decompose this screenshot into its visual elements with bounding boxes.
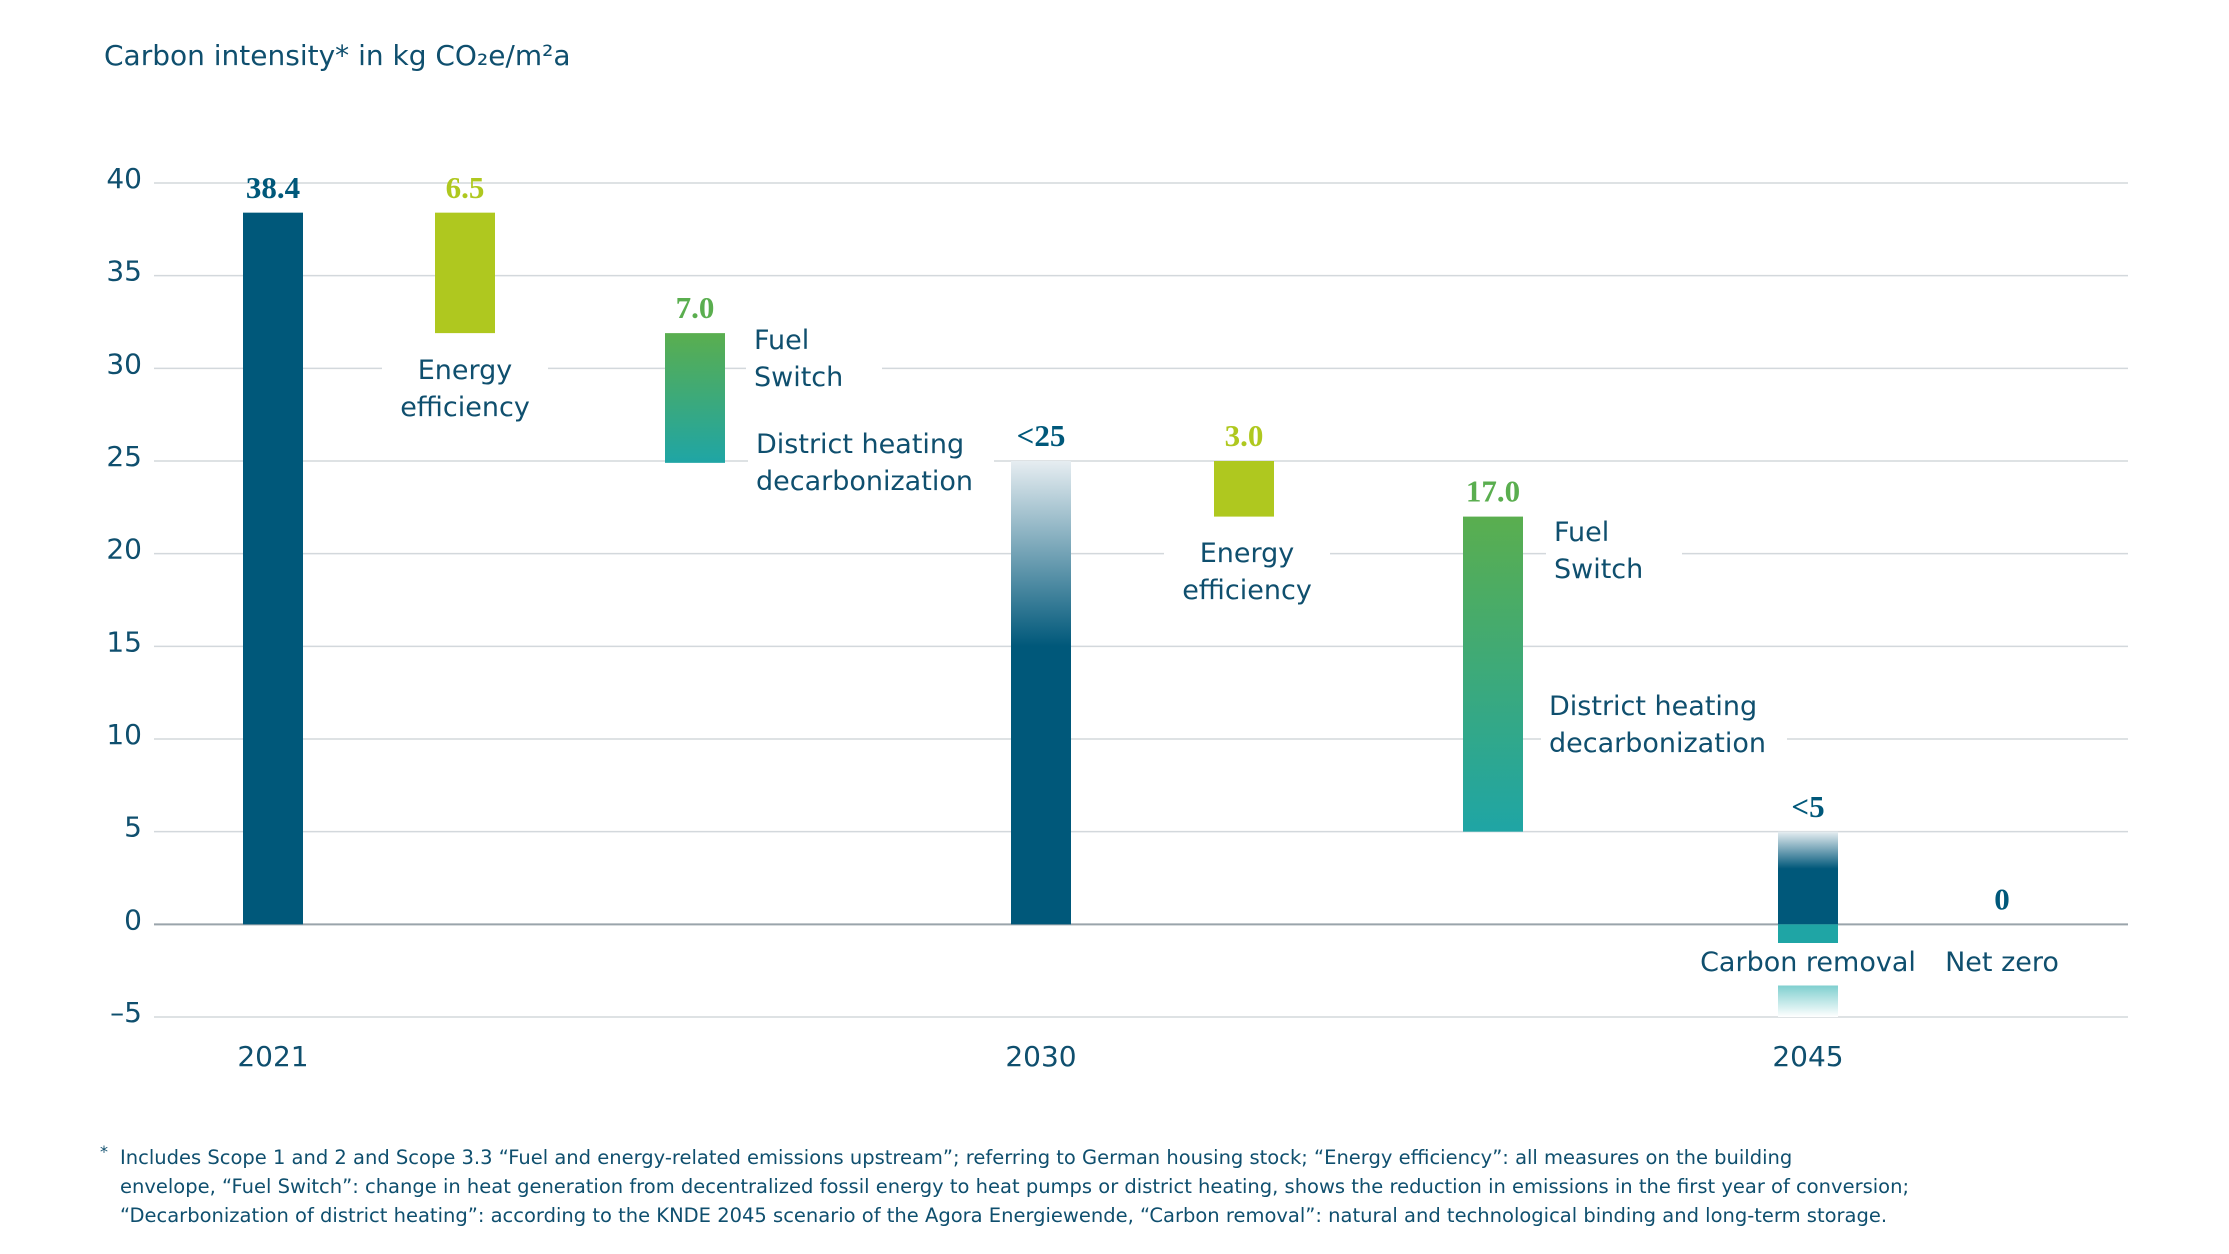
annotation: Energy efficiency bbox=[1164, 535, 1330, 609]
value-label: 0 bbox=[1994, 881, 2010, 916]
annotation: Energy efficiency bbox=[382, 352, 548, 426]
annotation: District heating decarbonization bbox=[1541, 688, 1787, 762]
y-tick-label: 35 bbox=[106, 255, 142, 288]
annotation: District heating decarbonization bbox=[748, 426, 994, 500]
value-label: 3.0 bbox=[1225, 418, 1264, 453]
value-label: <25 bbox=[1017, 418, 1066, 453]
annotation: Net zero bbox=[1914, 944, 2090, 981]
chart-title: Carbon intensity* in kg CO₂e/m²a bbox=[104, 39, 571, 72]
y-tick-label: 40 bbox=[106, 162, 142, 195]
annotation: Fuel Switch bbox=[746, 322, 882, 396]
y-tick-label: 15 bbox=[106, 625, 142, 658]
footnote-line: Includes Scope 1 and 2 and Scope 3.3 “Fu… bbox=[120, 1146, 1793, 1169]
y-tick-label: 5 bbox=[124, 811, 142, 844]
bar bbox=[1778, 831, 1838, 925]
footnote-line: envelope, “Fuel Switch”: change in heat … bbox=[120, 1175, 1910, 1198]
value-label: 38.4 bbox=[246, 170, 300, 205]
footnote-marker: * bbox=[100, 1142, 108, 1161]
bar bbox=[1214, 461, 1274, 517]
x-tick-label: 2045 bbox=[1772, 1040, 1843, 1073]
value-label: <5 bbox=[1791, 789, 1824, 824]
footnote: * Includes Scope 1 and 2 and Scope 3.3 “… bbox=[100, 1142, 1910, 1230]
bar bbox=[435, 212, 495, 334]
x-tick-label: 2030 bbox=[1005, 1040, 1076, 1073]
y-tick-label: 30 bbox=[106, 347, 142, 380]
y-tick-label: –5 bbox=[110, 996, 142, 1029]
bar bbox=[1011, 461, 1071, 925]
annotation: Carbon removal bbox=[1680, 944, 1936, 981]
y-tick-label: 25 bbox=[106, 440, 142, 473]
x-tick-label: 2021 bbox=[237, 1040, 308, 1073]
bar bbox=[1463, 516, 1523, 832]
footnote-line: “Decarbonization of district heating”: a… bbox=[120, 1204, 1888, 1227]
value-label: 6.5 bbox=[446, 170, 485, 205]
bar bbox=[243, 212, 303, 925]
value-label: 7.0 bbox=[676, 290, 715, 325]
y-tick-label: 10 bbox=[106, 718, 142, 751]
value-label: 17.0 bbox=[1466, 474, 1520, 509]
y-tick-label: 0 bbox=[124, 903, 142, 936]
y-tick-label: 20 bbox=[106, 533, 142, 566]
annotation: Fuel Switch bbox=[1546, 514, 1682, 588]
bar bbox=[665, 333, 725, 463]
